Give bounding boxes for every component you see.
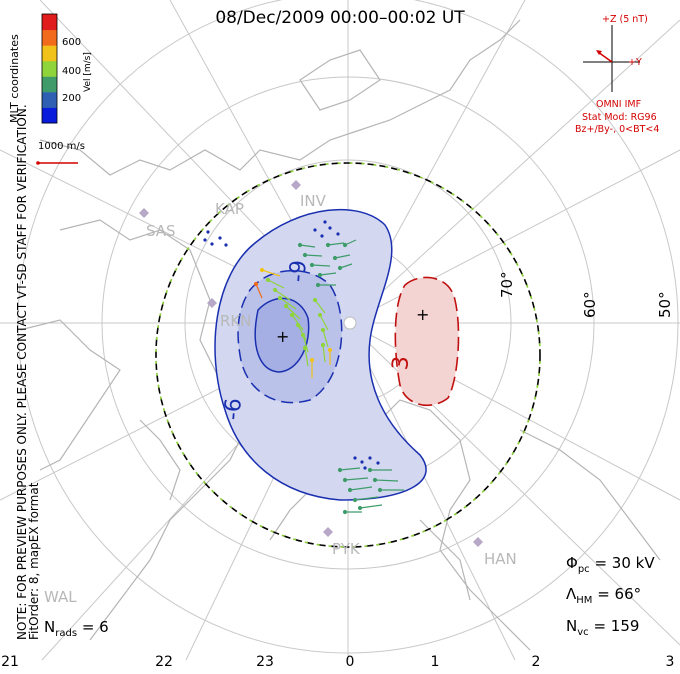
imf-clock — [583, 25, 640, 92]
velocity-scale-vector — [36, 161, 78, 165]
preview-note: NOTE: FOR PREVIEW PURPOSES ONLY. PLEASE … — [15, 104, 41, 640]
stat-model: Stat Mod: RG96 — [582, 112, 657, 123]
station-inv: INV — [300, 192, 326, 210]
stat-n-vc: Nvc = 159 — [566, 617, 640, 638]
mlt-tick-0: 0 — [345, 654, 355, 670]
imf-condition: Bz+/By-, 0<BT<4 — [575, 124, 660, 135]
imf-axis-y: +Y — [628, 57, 642, 68]
colorbar-swatch — [42, 91, 57, 108]
stat-n-vc-value: = 159 — [593, 617, 640, 635]
colorbar-swatch — [42, 60, 57, 77]
negative-potential-cell: + — [214, 208, 427, 501]
colorbar-frame — [41, 13, 58, 124]
colorbar-title: Vel [m/s] — [83, 52, 93, 92]
stat-phi-pc-value: = 30 kV — [594, 554, 655, 572]
radar-stations — [139, 180, 483, 547]
station-han: HAN — [484, 550, 517, 568]
colorbar — [41, 13, 58, 124]
colorbar-swatch — [42, 107, 57, 124]
contour-label-neg9: -9 — [285, 259, 312, 283]
mlt-tick-1: 1 — [430, 654, 440, 670]
colorbar-tick-600: 600 — [62, 37, 82, 48]
mlt-tick-2: 2 — [531, 654, 541, 670]
lat-label-50: 50° — [656, 291, 674, 318]
colorbar-swatch — [42, 45, 57, 62]
positive-potential-cell: + — [394, 276, 460, 407]
svg-text:+: + — [416, 305, 429, 324]
colorbar-swatch — [42, 29, 57, 46]
contour-label-3: 3 — [388, 355, 414, 371]
pole-marker — [343, 316, 357, 330]
colorbar-tick-200: 200 — [62, 93, 82, 104]
stat-lambda-hm-value: = 66° — [597, 585, 642, 603]
fit-order-line: FitOrder: 8, mapEX format — [27, 482, 41, 640]
station-kap: KAP — [215, 200, 244, 218]
colorbar-tick-400: 400 — [62, 66, 82, 77]
station-pyk: PYK — [332, 540, 360, 558]
stat-lambda-hm: ΛHM = 66° — [566, 585, 642, 606]
mlt-tick-23: 23 — [256, 654, 274, 670]
coastlines — [19, 19, 661, 651]
station-sas: SAS — [146, 222, 176, 240]
station-wal: WAL — [44, 588, 77, 606]
mlt-tick-22: 22 — [155, 654, 173, 670]
imf-source: OMNI IMF — [596, 99, 642, 110]
imf-axis-z: +Z (5 nT) — [602, 14, 648, 25]
velocity-scale-label: 1000 m/s — [38, 141, 85, 152]
lat-label-70: 70° — [498, 271, 516, 298]
colorbar-swatch — [42, 14, 57, 31]
stat-phi-pc: Φpc = 30 kV — [566, 554, 655, 575]
hm-boundary — [155, 162, 541, 548]
station-rkn: RKN — [220, 312, 252, 330]
mlt-tick-21: 21 — [1, 654, 19, 670]
stat-n-rads-value: = 6 — [81, 618, 109, 636]
svg-text:+: + — [276, 327, 289, 346]
lat-label-60: 60° — [581, 291, 599, 318]
stat-n-rads: Nrads = 6 — [44, 618, 109, 639]
contour-label-neg6: -6 — [220, 397, 247, 421]
colorbar-swatch — [42, 76, 57, 93]
mlt-tick-3: 3 — [665, 654, 675, 670]
map-title: 08/Dec/2009 00:00–00:02 UT — [215, 8, 465, 28]
velocity-vectors — [203, 220, 404, 515]
